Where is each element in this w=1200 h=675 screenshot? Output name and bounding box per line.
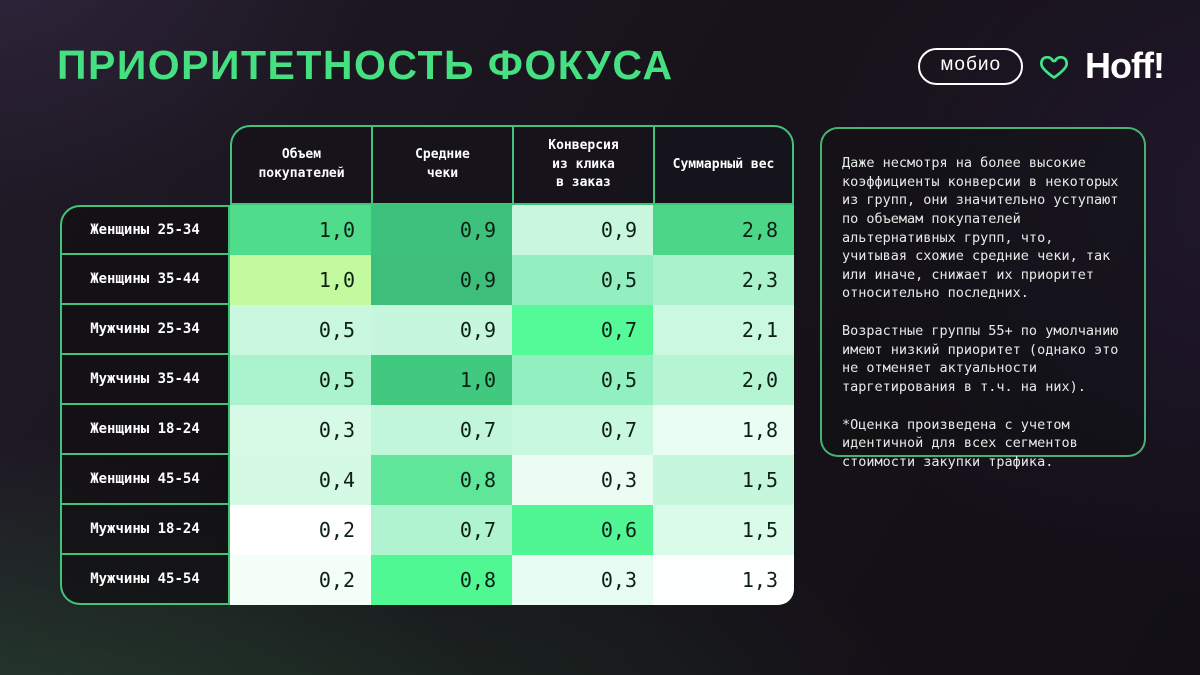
mobio-logo: мобио xyxy=(918,48,1024,85)
table-corner-spacer xyxy=(60,125,230,205)
note-box: Даже несмотря на более высокие коэффицие… xyxy=(820,127,1146,470)
heatmap-cell: 1,3 xyxy=(653,555,794,605)
heatmap-cell: 1,0 xyxy=(371,355,512,405)
row-label: Мужчины 45-54 xyxy=(60,555,230,605)
hoff-logo: Hoff! xyxy=(1085,45,1165,87)
heatmap-cell: 2,1 xyxy=(653,305,794,355)
heatmap-cell: 0,2 xyxy=(230,505,371,555)
heatmap-cell: 0,7 xyxy=(512,305,653,355)
row-label: Мужчины 18-24 xyxy=(60,505,230,555)
column-header: Суммарный вес xyxy=(653,125,794,205)
row-label: Женщины 45-54 xyxy=(60,455,230,505)
heatmap-cell: 1,5 xyxy=(653,505,794,555)
row-label: Мужчины 25-34 xyxy=(60,305,230,355)
heatmap-cell: 0,9 xyxy=(371,255,512,305)
heart-icon xyxy=(1039,52,1069,80)
heatmap-cell: 2,8 xyxy=(653,205,794,255)
heatmap-cell: 1,5 xyxy=(653,455,794,505)
heatmap-cell: 0,4 xyxy=(230,455,371,505)
heatmap-cell: 0,3 xyxy=(512,555,653,605)
heatmap-cell: 0,9 xyxy=(371,305,512,355)
heatmap-cell: 0,8 xyxy=(371,455,512,505)
heatmap-cell: 0,5 xyxy=(230,305,371,355)
heatmap-cell: 0,5 xyxy=(512,255,653,305)
note-paragraph: Возрастные группы 55+ по умолчанию имеют… xyxy=(842,323,1119,395)
heatmap-cell: 1,0 xyxy=(230,205,371,255)
heatmap-cell: 0,7 xyxy=(371,505,512,555)
heatmap-cell: 1,8 xyxy=(653,405,794,455)
heatmap-cell: 0,3 xyxy=(230,405,371,455)
row-label: Женщины 35-44 xyxy=(60,255,230,305)
logo-row: мобио Hoff! xyxy=(918,45,1165,87)
row-label: Мужчины 35-44 xyxy=(60,355,230,405)
heatmap-cell: 0,7 xyxy=(512,405,653,455)
heatmap-cell: 0,7 xyxy=(371,405,512,455)
priority-table: Объем покупателей Средние чеки Конверсия и… xyxy=(60,125,794,605)
heatmap-cell: 0,3 xyxy=(512,455,653,505)
heatmap-cell: 0,5 xyxy=(512,355,653,405)
heatmap-cell: 0,9 xyxy=(371,205,512,255)
heatmap-cell: 2,0 xyxy=(653,355,794,405)
heatmap-cell: 0,6 xyxy=(512,505,653,555)
column-header: Объем покупателей xyxy=(230,125,371,205)
page-title: ПРИОРИТЕТНОСТЬ ФОКУСА xyxy=(57,42,674,88)
heatmap-cell: 0,8 xyxy=(371,555,512,605)
note-paragraph: *Оценка произведена с учетом идентичной … xyxy=(842,416,1078,470)
heatmap-cell: 0,5 xyxy=(230,355,371,405)
row-label: Женщины 18-24 xyxy=(60,405,230,455)
heatmap-cell: 0,9 xyxy=(512,205,653,255)
row-label: Женщины 25-34 xyxy=(60,205,230,255)
column-header: Конверсия из клика в заказ xyxy=(512,125,653,205)
note-paragraph: Даже несмотря на более высокие коэффицие… xyxy=(842,155,1119,302)
column-header: Средние чеки xyxy=(371,125,512,205)
heatmap-cell: 1,0 xyxy=(230,255,371,305)
heatmap-cell: 2,3 xyxy=(653,255,794,305)
heatmap-cell: 0,2 xyxy=(230,555,371,605)
